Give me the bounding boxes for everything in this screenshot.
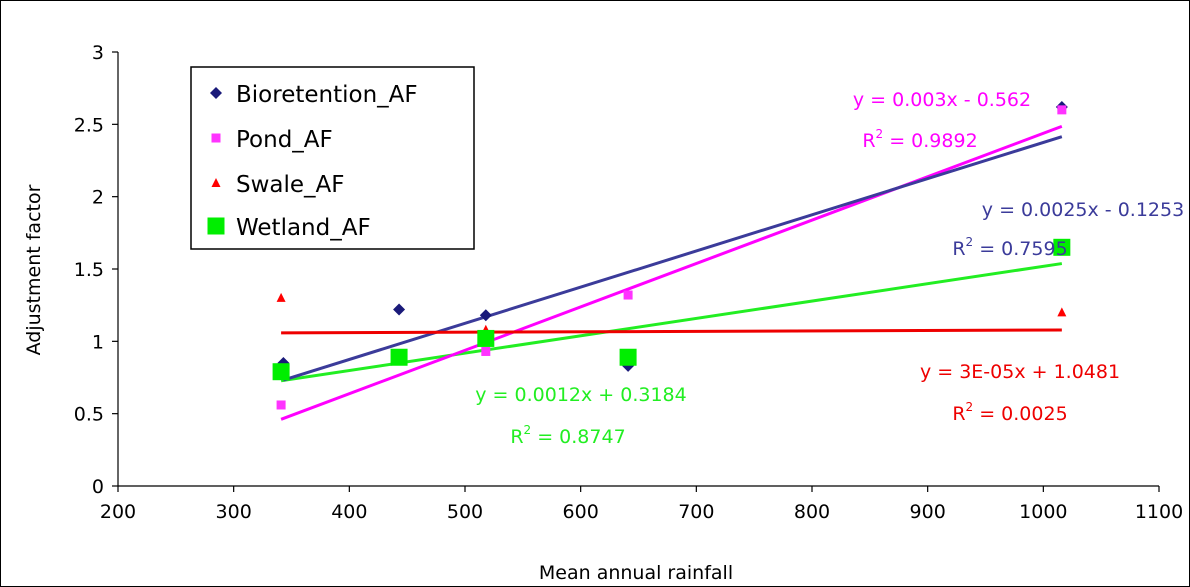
point-pond-af — [623, 290, 633, 300]
point-pond-af — [481, 346, 491, 356]
r-squared-prefix: R — [510, 426, 523, 448]
legend-box — [190, 66, 475, 250]
r-squared-exponent: 2 — [966, 400, 974, 414]
x-tick-label: 200 — [100, 501, 136, 523]
legend: Bioretention_AF Pond_AF Swale_AF Wetland_AF — [190, 66, 475, 250]
equation-swale-af: y = 3E-05x + 1.0481 — [920, 361, 1120, 383]
point-wetland-af — [390, 348, 408, 366]
legend-label-swale-af: Swale_AF — [236, 172, 345, 198]
r-squared-pond-af: R2 = 0.9892 — [862, 127, 977, 152]
y-tick-label: 1.5 — [74, 259, 104, 281]
point-swale-af — [1057, 307, 1067, 317]
point-wetland-af — [1053, 238, 1071, 256]
point-pond-af — [1057, 105, 1067, 115]
trendline-bioretention-af — [282, 135, 1063, 382]
trendlines — [280, 124, 1063, 421]
r-squared-prefix: R — [862, 130, 875, 152]
r-squared-exponent: 2 — [966, 235, 974, 249]
axes: 0 0.5 1 1.5 2 2.5 3 200 300 400 500 600 700 800 900 100… — [74, 42, 1183, 523]
x-tick-label: 800 — [794, 501, 830, 523]
r-squared-value: = 0.8747 — [531, 426, 625, 448]
r-squared-bioretention-af: R2 = 0.7595 — [952, 235, 1067, 260]
point-wetland-af — [619, 348, 637, 366]
y-tick-label: 0.5 — [74, 404, 104, 426]
r-squared-swale-af: R2 = 0.0025 — [952, 400, 1067, 425]
x-tick-label: 400 — [331, 501, 367, 523]
point-wetland-af — [477, 329, 495, 347]
point-pond-af — [276, 400, 286, 410]
y-tick-label: 3 — [92, 42, 104, 64]
y-axis-title: Adjustment factor — [23, 184, 45, 355]
r-squared-exponent: 2 — [524, 423, 532, 437]
y-tick-label: 0 — [92, 476, 104, 498]
y-tick-label: 2 — [92, 187, 104, 209]
r-squared-value: = 0.0025 — [973, 403, 1067, 425]
point-bioretention-af — [393, 303, 406, 316]
equation-bioretention-af: y = 0.0025x - 0.1253 — [982, 199, 1184, 221]
x-tick-label: 500 — [447, 501, 483, 523]
x-axis-title: Mean annual rainfall — [539, 562, 733, 584]
point-bioretention-af — [479, 309, 492, 322]
r-squared-value: = 0.7595 — [973, 238, 1067, 260]
r-squared-prefix: R — [952, 403, 965, 425]
r-squared-value: = 0.9892 — [883, 130, 977, 152]
point-swale-af — [276, 292, 286, 302]
legend-marker-pond-af — [211, 133, 221, 143]
y-tick-label: 1 — [92, 331, 104, 353]
legend-marker-wetland-af — [207, 217, 225, 235]
legend-marker-bioretention-af — [210, 87, 222, 99]
x-tick-label: 700 — [678, 501, 714, 523]
point-wetland-af — [272, 363, 290, 381]
r-squared-wetland-af: R2 = 0.8747 — [510, 423, 625, 448]
x-tick-label: 1100 — [1135, 501, 1183, 523]
x-tick-label: 300 — [216, 501, 252, 523]
equation-wetland-af: y = 0.0012x + 0.3184 — [475, 384, 686, 406]
legend-marker-swale-af — [211, 178, 221, 187]
x-tick-label: 900 — [910, 501, 946, 523]
equation-pond-af: y = 0.003x - 0.562 — [853, 89, 1031, 111]
trendline-pond-af — [280, 124, 1063, 421]
legend-label-pond-af: Pond_AF — [236, 127, 333, 153]
r-squared-exponent: 2 — [876, 127, 884, 141]
trendline-wetland-af — [280, 262, 1063, 383]
r-squared-prefix: R — [952, 238, 965, 260]
legend-label-wetland-af: Wetland_AF — [236, 215, 371, 241]
legend-label-bioretention-af: Bioretention_AF — [236, 82, 418, 108]
x-tick-label: 1000 — [1019, 501, 1067, 523]
data-points — [272, 100, 1071, 410]
y-tick-label: 2.5 — [74, 114, 104, 136]
trendline-swale-af — [281, 328, 1062, 335]
x-tick-label: 600 — [563, 501, 599, 523]
